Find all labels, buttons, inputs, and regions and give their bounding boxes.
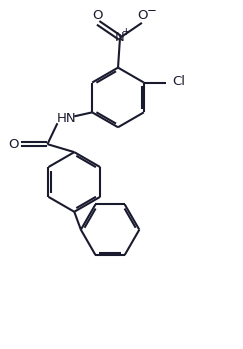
Text: −: − (147, 5, 157, 17)
Text: O: O (138, 9, 148, 22)
Text: O: O (9, 138, 19, 151)
Text: HN: HN (57, 112, 76, 125)
Text: N: N (115, 31, 125, 44)
Text: +: + (122, 27, 131, 37)
Text: O: O (92, 9, 102, 22)
Text: Cl: Cl (173, 75, 186, 88)
